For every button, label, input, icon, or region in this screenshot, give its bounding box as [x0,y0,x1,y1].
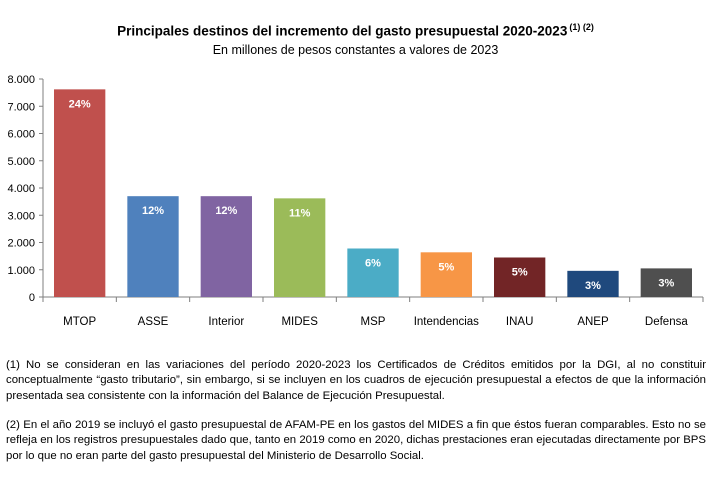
bar [347,248,399,297]
bar-data-label: 3% [658,277,674,289]
y-tick-label: 3.000 [7,210,35,222]
bar-chart: 0 1.000 2.000 3.000 4.000 5.000 6.000 7.000 8.00… [7,74,704,328]
x-category-label: INAU [506,316,533,328]
bar-data-label: 5% [512,266,528,278]
bar-data-label: 5% [438,261,454,273]
x-category-label: MSP [361,316,386,328]
bar [567,270,619,297]
x-category-label: Interior [208,316,244,328]
x-category-label: ANEP [577,316,609,328]
footnote-2: (2) En el año 2019 se incluyó el gasto p… [6,419,706,462]
bar [420,252,472,297]
y-tick-label: 2.000 [7,238,35,250]
bar-data-label: 12% [215,205,237,217]
x-category-label: ASSE [138,316,169,328]
bar-data-label: 12% [142,205,164,217]
bar-data-label: 24% [69,98,91,110]
y-tick-label: 8.000 [7,74,35,86]
x-category-label: Intendencias [414,316,479,328]
chart-title-text: Principales destinos del incremento del … [117,23,568,39]
y-tick-label: 7.000 [7,101,35,113]
bar-data-label: 11% [289,207,311,219]
bar [640,268,692,297]
bar-data-label: 3% [585,280,601,292]
y-tick-label: 5.000 [7,156,35,168]
bar-data-label: 6% [365,257,381,269]
x-category-label: Defensa [645,316,688,328]
bar [127,196,179,297]
chart-title: Principales destinos del incremento del … [0,22,711,39]
chart-title-footnotes: (1) (2) [569,22,594,32]
y-tick-label: 1.000 [7,265,35,277]
x-category-label: MIDES [281,316,318,328]
footnote-1: (1) No se consideran en las variaciones … [6,359,706,402]
bar [54,89,106,297]
bar [494,257,546,297]
y-tick-label: 0 [29,292,35,304]
x-category-label: MTOP [63,316,96,328]
y-tick-label: 4.000 [7,183,35,195]
bar [274,198,326,297]
bar [200,196,252,297]
y-tick-label: 6.000 [7,129,35,141]
chart-subtitle: En millones de pesos constantes a valore… [212,43,499,57]
